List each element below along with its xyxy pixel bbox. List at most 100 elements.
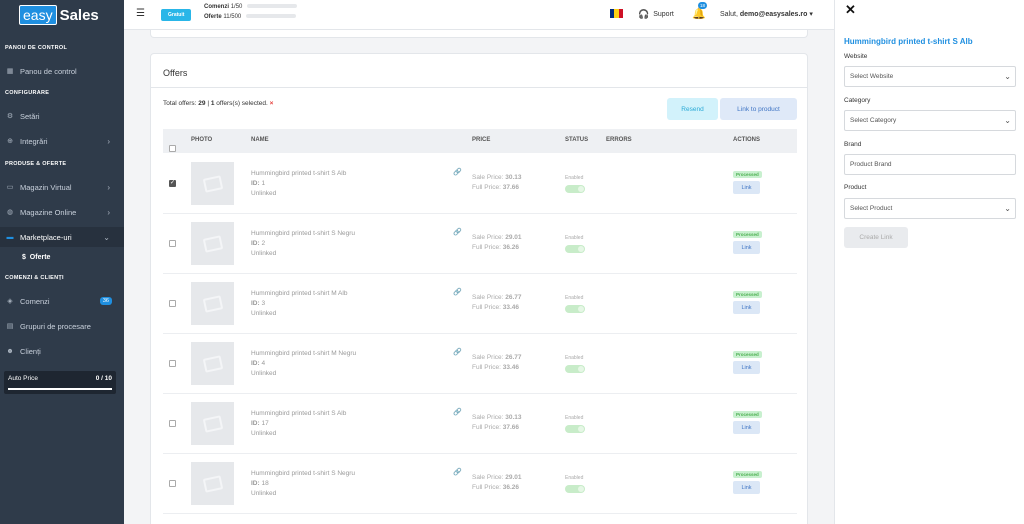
table-row[interactable]: Hummingbird printed t-shirt M Negru ID: 4…: [163, 334, 797, 394]
table-row[interactable]: Hummingbird printed t-shirt M Alb ID: 3 Un…: [163, 274, 797, 334]
menu-icon[interactable]: ☰: [136, 8, 145, 19]
processed-badge: Processed: [733, 231, 762, 238]
clear-selection-icon[interactable]: ×: [269, 100, 274, 107]
sidebar-item-setari[interactable]: ⚙ Setări: [0, 106, 124, 126]
row-checkbox[interactable]: [169, 300, 176, 309]
status-text: Enabled: [565, 415, 584, 421]
link-icon[interactable]: 🔗: [453, 289, 462, 296]
product-name: Hummingbird printed t-shirt S Alb: [251, 410, 347, 417]
status-toggle[interactable]: [565, 485, 585, 493]
offers-usage-value: 11/500: [223, 14, 242, 20]
product-id-label: ID:: [251, 360, 260, 367]
offers-card: Offers Total offers: 29 | 1 offers(s) se…: [150, 53, 808, 524]
row-checkbox[interactable]: [169, 480, 176, 489]
full-price-label: Full Price:: [472, 304, 501, 311]
plan-badge[interactable]: Gratuit: [161, 9, 192, 21]
create-link-button[interactable]: Create Link: [844, 227, 908, 248]
full-price: 33.46: [502, 304, 519, 311]
website-label: Website: [844, 53, 868, 60]
link-state: Unlinked: [251, 370, 277, 377]
status-text: Enabled: [565, 235, 584, 241]
price-info: Sale Price: 29.01 Full Price: 36.26: [472, 233, 522, 253]
sale-price: 30.13: [505, 414, 522, 421]
link-icon[interactable]: 🔗: [453, 469, 462, 476]
status-toggle[interactable]: [565, 305, 585, 313]
processed-badge: Processed: [733, 411, 762, 418]
row-checkbox[interactable]: [169, 360, 176, 369]
bell-icon[interactable]: 🔔 18: [692, 2, 708, 20]
row-link-button[interactable]: Link: [733, 301, 760, 314]
website-select[interactable]: Select Website ⌄: [844, 66, 1016, 87]
resend-button[interactable]: Resend: [667, 98, 718, 120]
greeting: Salut,: [720, 11, 740, 18]
link-icon[interactable]: 🔗: [453, 169, 462, 176]
table-row[interactable]: Hummingbird printed t-shirt S Negru ID: 1…: [163, 454, 797, 514]
processed-badge: Processed: [733, 471, 762, 478]
row-link-button[interactable]: Link: [733, 421, 760, 434]
logo-sales: Sales: [59, 6, 99, 24]
link-panel: ✕ Hummingbird printed t-shirt S Alb Webs…: [834, 0, 1024, 524]
selected-suffix: offers(s) selected.: [214, 100, 268, 107]
row-link-button[interactable]: Link: [733, 481, 760, 494]
sidebar-item-label: Panou de control: [20, 66, 77, 76]
sidebar-item-grupuri[interactable]: ▤ Grupuri de procesare: [0, 316, 124, 336]
link-to-product-button[interactable]: Link to product: [720, 98, 797, 120]
sidebar-subitem-oferte[interactable]: $ Oferte: [22, 254, 50, 261]
status-toggle[interactable]: [565, 365, 585, 373]
sidebar-item-dashboard[interactable]: ▦ Panou de control: [0, 61, 124, 81]
user-menu[interactable]: Salut, demo@easysales.ro ▾: [720, 10, 813, 18]
sidebar-item-magazine-online[interactable]: ◍ Magazine Online ›: [0, 202, 124, 222]
row-link-button[interactable]: Link: [733, 361, 760, 374]
link-icon[interactable]: 🔗: [453, 409, 462, 416]
support-label: Suport: [653, 11, 674, 18]
sale-price-label: Sale Price:: [472, 414, 504, 421]
close-icon[interactable]: ✕: [845, 2, 856, 17]
section-panou: PANOU DE CONTROL: [5, 45, 68, 51]
row-checkbox[interactable]: [169, 420, 176, 429]
row-checkbox[interactable]: [169, 179, 176, 189]
headset-icon: 🎧: [638, 9, 650, 19]
auto-price-progress: [8, 388, 112, 390]
status-toggle[interactable]: [565, 245, 585, 253]
chevron-down-icon: ⌄: [103, 232, 110, 242]
row-checkbox[interactable]: [169, 240, 176, 249]
chevron-right-icon: ›: [107, 136, 110, 146]
sidebar-item-clienti[interactable]: ☻ Clienți: [0, 341, 124, 361]
topbar: ☰ Gratuit Comenzi 1/50 Oferte 11/500 🎧 S…: [124, 0, 834, 30]
logo[interactable]: easy Sales: [19, 5, 99, 25]
table-row[interactable]: Hummingbird printed t-shirt S Alb ID: 17 U…: [163, 394, 797, 454]
product-id-label: ID:: [251, 480, 260, 487]
table-row[interactable]: Hummingbird printed t-shirt S Negru ID: 2…: [163, 214, 797, 274]
price-info: Sale Price: 26.77 Full Price: 33.46: [472, 293, 522, 313]
dashboard-icon: ▦: [6, 68, 14, 75]
support-link[interactable]: 🎧 Suport: [638, 9, 674, 20]
product-photo: [191, 222, 234, 265]
full-price: 33.46: [502, 364, 519, 371]
image-placeholder-icon: [202, 474, 223, 493]
link-icon[interactable]: 🔗: [453, 229, 462, 236]
table-row[interactable]: Hummingbird printed t-shirt S Alb ID: 1 Un…: [163, 154, 797, 214]
product-info: Hummingbird printed t-shirt M Negru ID: 4…: [251, 349, 356, 379]
link-state: Unlinked: [251, 190, 277, 197]
sidebar-item-marketplace[interactable]: ▬ Marketplace-uri ⌄: [0, 227, 124, 247]
auto-price-widget[interactable]: Auto Price 0 / 10: [4, 371, 116, 394]
product-select[interactable]: Select Product ⌄: [844, 198, 1016, 219]
link-icon[interactable]: 🔗: [453, 349, 462, 356]
row-link-button[interactable]: Link: [733, 181, 760, 194]
status-toggle[interactable]: [565, 185, 585, 193]
image-placeholder-icon: [202, 354, 223, 373]
sidebar-item-comenzi[interactable]: ◈ Comenzi 36: [0, 291, 124, 311]
status-text: Enabled: [565, 355, 584, 361]
brand-input[interactable]: Product Brand: [844, 154, 1016, 175]
logo-bar: easy Sales: [0, 0, 124, 30]
sale-price: 26.77: [505, 294, 522, 301]
sidebar-item-integrari[interactable]: ⊕ Integrări ›: [0, 131, 124, 151]
product-name: Hummingbird printed t-shirt S Negru: [251, 470, 356, 477]
sidebar-item-label: Magazin Virtual: [20, 182, 72, 192]
link-state: Unlinked: [251, 250, 277, 257]
sidebar-item-magazin-virtual[interactable]: ▭ Magazin Virtual ›: [0, 177, 124, 197]
romania-flag-icon[interactable]: [610, 9, 623, 18]
status-toggle[interactable]: [565, 425, 585, 433]
row-link-button[interactable]: Link: [733, 241, 760, 254]
category-select[interactable]: Select Category ⌄: [844, 110, 1016, 131]
